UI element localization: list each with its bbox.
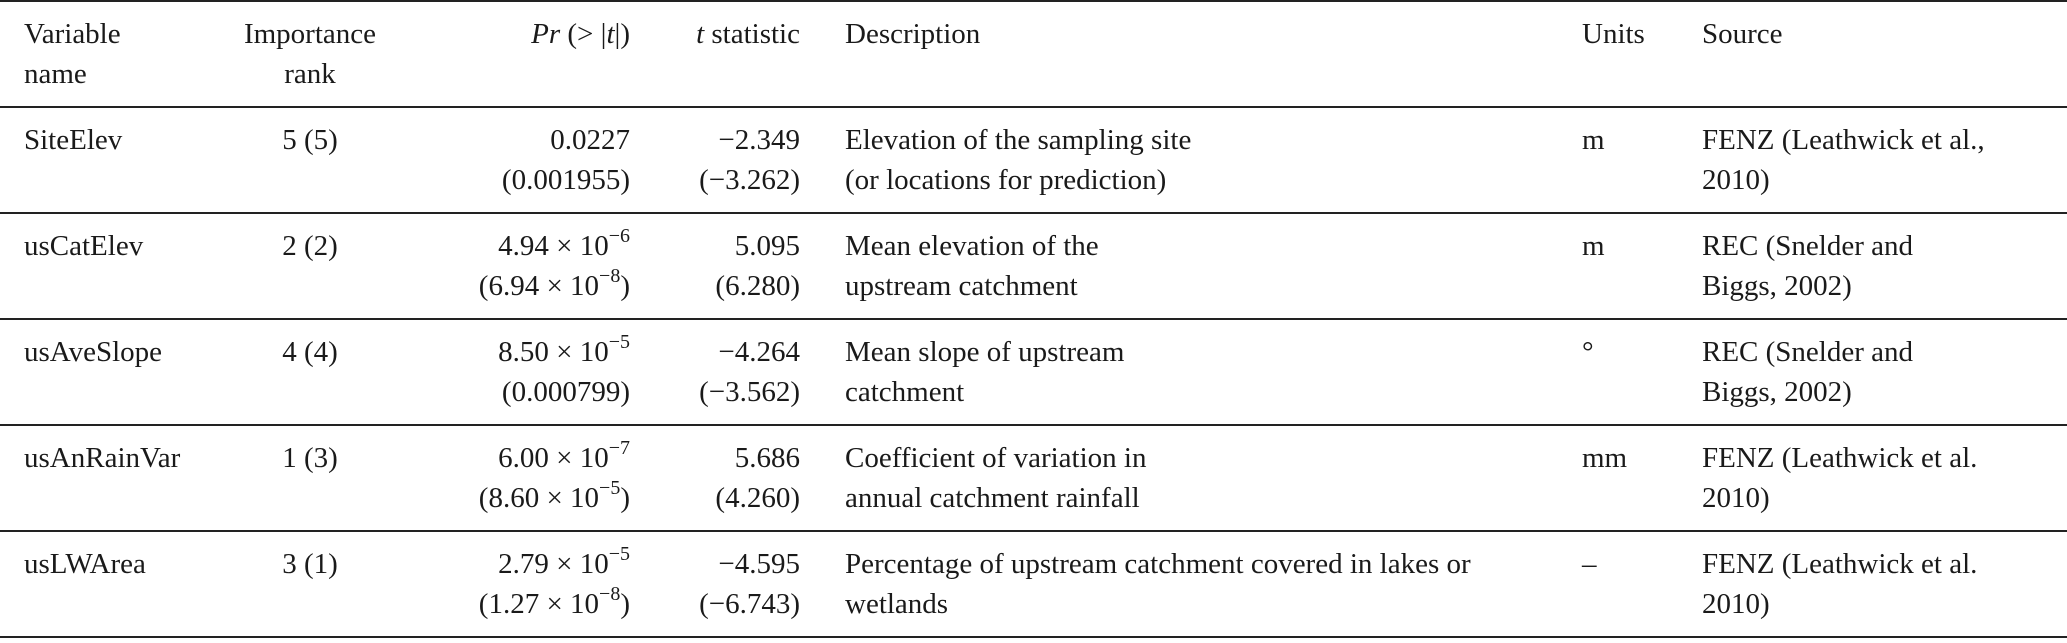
- cell-units: m: [1582, 124, 1605, 156]
- cell-units: mm: [1582, 442, 1628, 474]
- table-row: usAveSlope 4 (4) 8.50 × 10−5 (0.000799) …: [0, 319, 2067, 425]
- cell-source: REC (Snelder and Biggs, 2002): [1702, 230, 1914, 302]
- cell-t-statistic: 5.686 (4.260): [715, 442, 800, 514]
- header-units: Units: [1582, 18, 1645, 50]
- cell-pr: 2.79 × 10−5 (1.27 × 10−8): [478, 543, 630, 620]
- cell-variable-name: usAveSlope: [24, 336, 163, 368]
- cell-source: FENZ (Leathwick et al., 2010): [1702, 124, 1985, 196]
- cell-t-statistic: −2.349 (−3.262): [699, 124, 800, 196]
- table-row: usCatElev 2 (2) 4.94 × 10−6 (6.94 × 10−8…: [0, 213, 2067, 319]
- header-description: Description: [845, 18, 981, 50]
- cell-t-statistic: 5.095 (6.280): [715, 230, 800, 302]
- cell-units: °: [1582, 336, 1594, 368]
- cell-rank: 1 (3): [282, 442, 338, 474]
- cell-units: –: [1582, 548, 1597, 580]
- cell-rank: 3 (1): [282, 548, 338, 580]
- header-variable-name: Variable name: [24, 18, 121, 90]
- cell-units: m: [1582, 230, 1605, 262]
- cell-variable-name: SiteElev: [24, 124, 123, 156]
- cell-description: Mean slope of upstream catchment: [845, 336, 1125, 408]
- cell-pr: 4.94 × 10−6 (6.94 × 10−8): [478, 225, 630, 302]
- header-importance-rank: Importance rank: [243, 18, 377, 90]
- cell-source: REC (Snelder and Biggs, 2002): [1702, 336, 1914, 408]
- cell-rank: 2 (2): [282, 230, 338, 262]
- cell-description: Percentage of upstream catchment covered…: [845, 548, 1471, 620]
- cell-rank: 4 (4): [282, 336, 338, 368]
- cell-variable-name: usLWArea: [24, 548, 146, 580]
- cell-description: Elevation of the sampling site (or locat…: [845, 124, 1192, 196]
- cell-pr: 6.00 × 10−7 (8.60 × 10−5): [478, 437, 630, 514]
- table-row: usLWArea 3 (1) 2.79 × 10−5 (1.27 × 10−8)…: [0, 531, 2067, 637]
- table-row: usAnRainVar 1 (3) 6.00 × 10−7 (8.60 × 10…: [0, 425, 2067, 531]
- cell-pr: 8.50 × 10−5 (0.000799): [498, 331, 630, 408]
- header-source: Source: [1702, 18, 1783, 50]
- header-t-statistic: t statistic: [696, 18, 800, 50]
- cell-pr: 0.0227 (0.001955): [501, 124, 630, 196]
- cell-variable-name: usAnRainVar: [24, 442, 181, 474]
- cell-description: Mean elevation of the upstream catchment: [845, 230, 1099, 302]
- cell-source: FENZ (Leathwick et al. 2010): [1702, 548, 1978, 620]
- cell-description: Coefficient of variation in annual catch…: [845, 442, 1147, 514]
- cell-variable-name: usCatElev: [24, 230, 144, 262]
- cell-source: FENZ (Leathwick et al. 2010): [1702, 442, 1978, 514]
- cell-t-statistic: −4.595 (−6.743): [699, 548, 800, 620]
- cell-t-statistic: −4.264 (−3.562): [699, 336, 800, 408]
- cell-rank: 5 (5): [282, 124, 338, 156]
- header-pr: Pr (> |t|): [531, 18, 630, 50]
- table-row: SiteElev 5 (5) 0.0227 (0.001955) −2.349 …: [0, 107, 2067, 213]
- header-row: Variable name Importance rank Pr (> |t|)…: [0, 1, 2067, 107]
